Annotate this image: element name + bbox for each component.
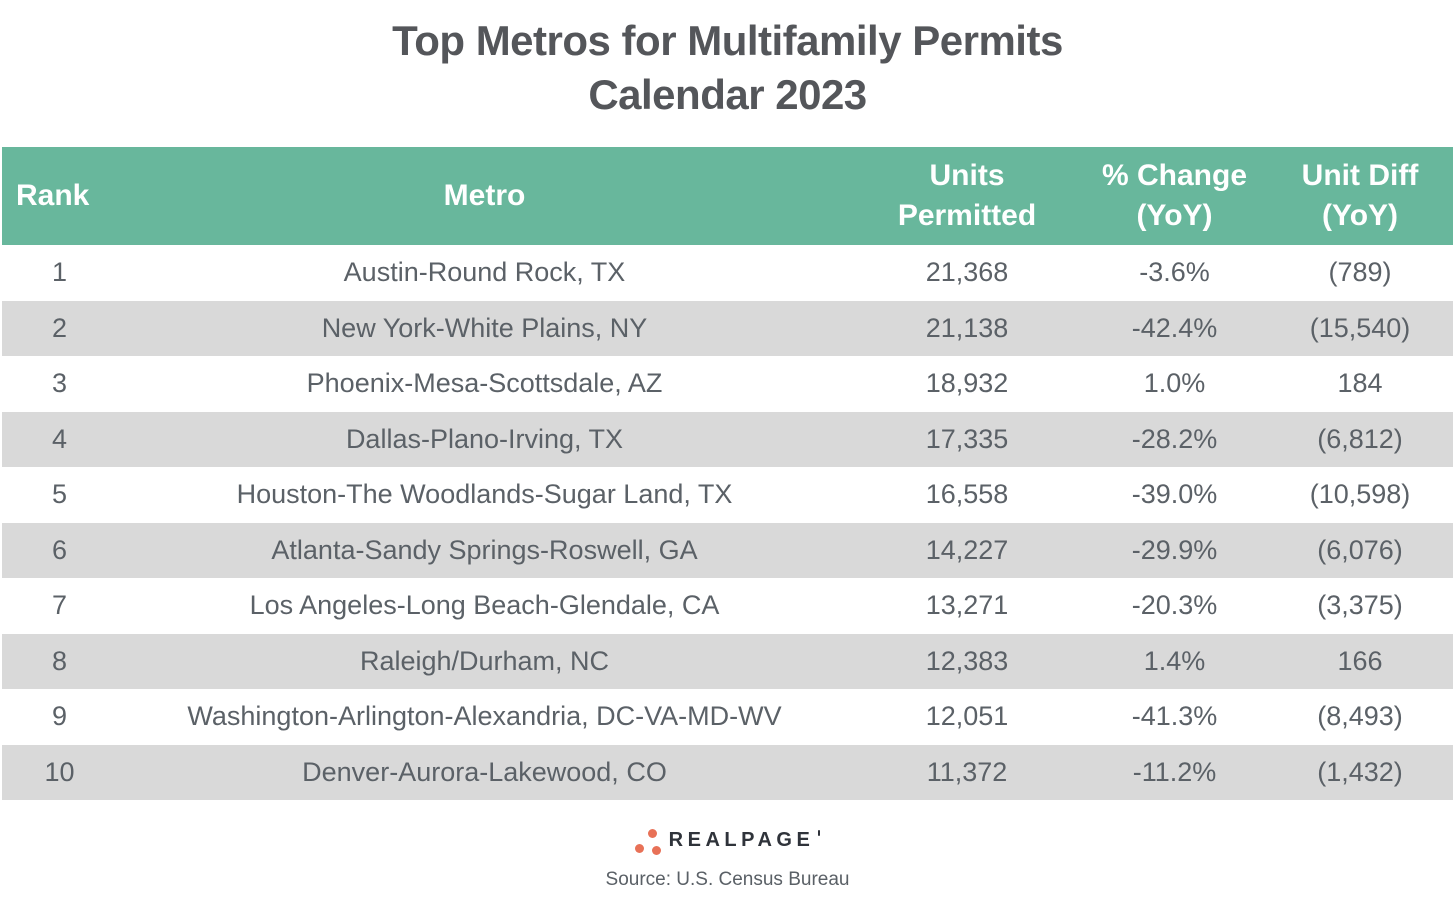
cell-change: -28.2% — [1131, 423, 1218, 454]
table-row: 2 New York-White Plains, NY 21,138 -42.4… — [2, 300, 1453, 356]
cell-metro: Dallas-Plano-Irving, TX — [345, 423, 624, 454]
cell-rank: 4 — [51, 423, 68, 454]
cell-change: -39.0% — [1131, 479, 1218, 510]
cell-change: -20.3% — [1131, 590, 1218, 621]
header-diff-line2: (YoY) — [1321, 199, 1399, 232]
cell-rank: 1 — [51, 257, 68, 288]
header-units-line1: Units — [929, 159, 1005, 192]
cell-units: 12,383 — [925, 645, 1009, 676]
table-row: 10 Denver-Aurora-Lakewood, CO 11,372 -11… — [2, 744, 1453, 800]
cell-change: -11.2% — [1132, 756, 1217, 787]
header-change-line2: (YoY) — [1136, 199, 1213, 232]
header-units-line2: Permitted — [897, 199, 1037, 232]
cell-diff: (789) — [1328, 257, 1392, 288]
header-row: Rank Metro Units Permitted % Change (YoY… — [2, 147, 1453, 245]
table-row: 4 Dallas-Plano-Irving, TX 17,335 -28.2% … — [2, 411, 1453, 467]
cell-metro: Phoenix-Mesa-Scottsdale, AZ — [306, 368, 663, 399]
title-line-1: Top Metros for Multifamily Permits — [392, 17, 1063, 64]
cell-rank: 9 — [51, 701, 68, 732]
cell-metro: Denver-Aurora-Lakewood, CO — [302, 756, 667, 787]
cell-units: 14,227 — [925, 534, 1009, 565]
cell-metro: Washington-Arlington-Alexandria, DC-VA-M… — [187, 701, 782, 732]
header-metro: Metro — [443, 179, 526, 212]
cell-diff: (15,540) — [1309, 312, 1411, 343]
cell-metro: Houston-The Woodlands-Sugar Land, TX — [236, 479, 733, 510]
cell-change: -41.3% — [1131, 701, 1218, 732]
header-units-permitted: Units Permitted — [852, 147, 1082, 245]
table-row: 9 Washington-Arlington-Alexandria, DC-VA… — [2, 689, 1453, 745]
cell-change: -42.4% — [1131, 312, 1218, 343]
cell-change: 1.0% — [1143, 368, 1206, 399]
table-body: 1 Austin-Round Rock, TX 21,368 -3.6% (78… — [2, 245, 1453, 800]
cell-metro: Austin-Round Rock, TX — [343, 257, 626, 288]
cell-rank: 7 — [51, 590, 68, 621]
header-change-line1: % Change — [1101, 159, 1248, 192]
cell-units: 21,138 — [925, 312, 1009, 343]
cell-diff: (1,432) — [1317, 756, 1403, 787]
permits-table: Rank Metro Units Permitted % Change (YoY… — [2, 147, 1453, 800]
table-row: 3 Phoenix-Mesa-Scottsdale, AZ 18,932 1.0… — [2, 356, 1453, 412]
trademark-icon — [818, 830, 821, 836]
header-rank: Rank — [16, 179, 90, 212]
table-row: 1 Austin-Round Rock, TX 21,368 -3.6% (78… — [2, 245, 1453, 301]
cell-units: 13,271 — [925, 590, 1009, 621]
source-attribution: Source: U.S. Census Bureau — [605, 869, 850, 890]
cell-rank: 5 — [51, 479, 68, 510]
cell-units: 18,932 — [925, 368, 1009, 399]
cell-diff: (6,076) — [1317, 534, 1403, 565]
page-title: Top Metros for Multifamily Permits Calen… — [0, 14, 1455, 122]
cell-diff: 184 — [1337, 368, 1383, 399]
cell-rank: 3 — [51, 368, 68, 399]
cell-diff: 166 — [1337, 645, 1383, 676]
header-pct-change: % Change (YoY) — [1082, 147, 1267, 245]
cell-change: -3.6% — [1139, 257, 1210, 288]
realpage-dots-icon — [634, 824, 663, 856]
cell-metro: Atlanta-Sandy Springs-Roswell, GA — [271, 534, 698, 565]
cell-change: 1.4% — [1143, 645, 1206, 676]
table-row: 7 Los Angeles-Long Beach-Glendale, CA 13… — [2, 578, 1453, 634]
table-header: Rank Metro Units Permitted % Change (YoY… — [2, 147, 1453, 245]
realpage-logo: REALPAGE — [0, 824, 1455, 856]
realpage-logo-text: REALPAGE — [668, 828, 815, 851]
cell-units: 12,051 — [925, 701, 1009, 732]
cell-metro: Raleigh/Durham, NC — [359, 645, 610, 676]
header-diff-line1: Unit Diff — [1301, 159, 1419, 192]
cell-units: 11,372 — [926, 756, 1008, 787]
header-unit-diff: Unit Diff (YoY) — [1267, 147, 1453, 245]
cell-diff: (6,812) — [1317, 423, 1403, 454]
title-line-2: Calendar 2023 — [588, 71, 867, 118]
cell-rank: 2 — [51, 312, 68, 343]
cell-diff: (3,375) — [1317, 590, 1403, 621]
cell-metro: New York-White Plains, NY — [321, 312, 648, 343]
cell-metro: Los Angeles-Long Beach-Glendale, CA — [249, 590, 720, 621]
cell-units: 16,558 — [925, 479, 1009, 510]
table-row: 5 Houston-The Woodlands-Sugar Land, TX 1… — [2, 467, 1453, 523]
cell-rank: 10 — [44, 756, 75, 787]
cell-units: 21,368 — [925, 257, 1009, 288]
cell-rank: 6 — [51, 534, 68, 565]
cell-rank: 8 — [51, 645, 68, 676]
cell-diff: (10,598) — [1309, 479, 1411, 510]
cell-change: -29.9% — [1131, 534, 1218, 565]
cell-units: 17,335 — [925, 423, 1009, 454]
table-row: 8 Raleigh/Durham, NC 12,383 1.4% 166 — [2, 633, 1453, 689]
cell-diff: (8,493) — [1317, 701, 1403, 732]
table-row: 6 Atlanta-Sandy Springs-Roswell, GA 14,2… — [2, 522, 1453, 578]
